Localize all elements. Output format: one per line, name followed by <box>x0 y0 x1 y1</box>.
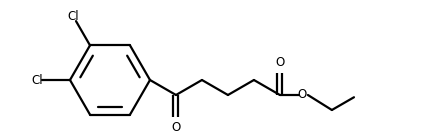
Text: O: O <box>297 88 306 102</box>
Text: O: O <box>171 121 181 134</box>
Text: O: O <box>275 56 285 69</box>
Text: Cl: Cl <box>31 74 43 87</box>
Text: Cl: Cl <box>68 10 79 23</box>
